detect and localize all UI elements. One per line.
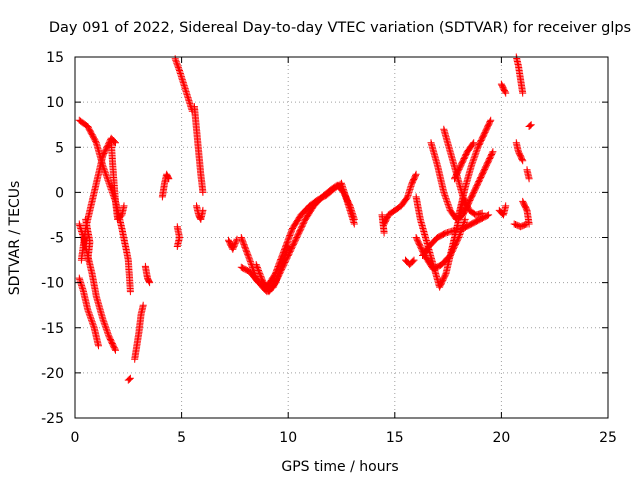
data-track — [378, 211, 388, 237]
data-track — [495, 202, 510, 219]
data-track — [141, 262, 154, 287]
data-track — [519, 197, 533, 228]
x-tick-label: 15 — [386, 430, 404, 446]
y-tick-label: -25 — [41, 411, 64, 427]
y-tick-label: -20 — [41, 366, 64, 382]
data-track — [412, 215, 469, 273]
data-track — [124, 374, 134, 384]
data-track — [75, 274, 102, 350]
y-tick-label: -10 — [41, 276, 64, 292]
data-track — [107, 139, 128, 223]
y-tick-label: -5 — [50, 231, 64, 247]
tick-labels: 0 5 10 15 20 25 -25 -20 -15 -10 -5 0 5 10 15 — [41, 50, 617, 446]
data-track — [525, 121, 535, 130]
data-track — [82, 215, 94, 264]
data-track — [463, 148, 497, 210]
data-track — [427, 139, 471, 223]
grid-lines — [75, 57, 608, 418]
data-track — [512, 139, 527, 165]
data-track — [455, 116, 495, 219]
data-markers — [75, 53, 535, 384]
y-tick-label: 15 — [46, 50, 64, 66]
x-tick-label: 5 — [177, 430, 186, 446]
x-tick-label: 25 — [599, 430, 617, 446]
data-track — [193, 202, 207, 223]
y-tick-label: -15 — [41, 321, 64, 337]
data-track — [497, 80, 510, 97]
data-track — [190, 103, 207, 196]
y-tick-label: 10 — [46, 95, 64, 111]
x-tick-label: 10 — [279, 430, 297, 446]
data-track — [451, 139, 478, 183]
x-tick-label: 20 — [492, 430, 510, 446]
chart-title: Day 091 of 2022, Sidereal Day-to-day VTE… — [49, 20, 631, 36]
y-tick-label: 5 — [55, 140, 64, 156]
data-track — [131, 301, 147, 363]
x-axis-label: GPS time / hours — [281, 459, 398, 475]
data-track — [252, 243, 292, 296]
plot-frame — [74, 56, 609, 419]
x-tick-label: 0 — [71, 430, 80, 446]
data-track — [158, 170, 173, 201]
data-track — [402, 256, 418, 269]
data-track — [523, 166, 533, 183]
y-axis-label: SDTVAR / TECUs — [7, 181, 23, 296]
data-track — [171, 55, 196, 115]
y-tick-label: 0 — [55, 185, 64, 201]
data-track — [173, 223, 183, 250]
data-track — [225, 235, 241, 253]
